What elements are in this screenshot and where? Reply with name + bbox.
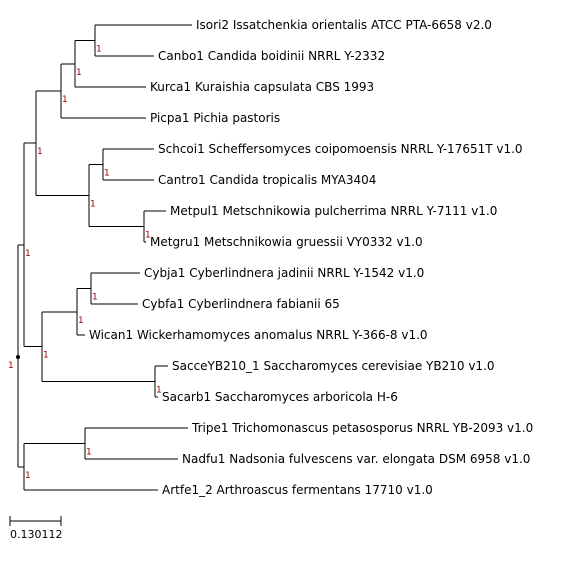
scale-bar-label: 0.130112	[10, 528, 63, 541]
tree-branches	[17, 24, 192, 491]
support-value-pichia-clade: 1	[62, 95, 68, 105]
support-values: 1 1 1 1 1 1 1 1 1 1 1 1 1 1 1	[8, 45, 162, 481]
leaf-label-tripe1: Tripe1 Trichomonascus petasosporus NRRL …	[191, 421, 533, 435]
support-value-metsch: 1	[145, 231, 151, 241]
support-value-root: 1	[8, 361, 14, 371]
leaf-labels: Isori2 Issatchenkia orientalis ATCC PTA-…	[89, 18, 533, 497]
support-value-sacch: 1	[156, 386, 162, 396]
support-value-cyber: 1	[92, 293, 98, 303]
support-value-left-clade: 1	[37, 147, 43, 157]
leaf-label-cybfa1: Cybfa1 Cyberlindnera fabianii 65	[142, 297, 340, 311]
leaf-label-artfe1: Artfe1_2 Arthroascus fermentans 17710 v1…	[162, 483, 433, 497]
leaf-label-cybja1: Cybja1 Cyberlindnera jadinii NRRL Y-1542…	[144, 266, 424, 280]
leaf-label-cantro1: Cantro1 Candida tropicalis MYA3404	[158, 173, 376, 187]
leaf-label-isori2: Isori2 Issatchenkia orientalis ATCC PTA-…	[196, 18, 492, 32]
leaf-label-sacarb1: Sacarb1 Saccharomyces arboricola H-6	[162, 390, 398, 404]
leaf-label-wican1: Wican1 Wickerhamomyces anomalus NRRL Y-3…	[89, 328, 428, 342]
leaf-label-kurca1: Kurca1 Kuraishia capsulata CBS 1993	[150, 80, 374, 94]
support-value-right-clade: 1	[43, 351, 49, 361]
support-value-kurca-group: 1	[76, 68, 82, 78]
support-value-outgroup: 1	[25, 471, 31, 481]
support-value-tripe-nadfu: 1	[86, 448, 92, 458]
leaf-label-metpul1: Metpul1 Metschnikowia pulcherrima NRRL Y…	[170, 204, 497, 218]
support-value-main: 1	[25, 249, 31, 259]
leaf-label-metgru1: Metgru1 Metschnikowia gruessii VY0332 v1…	[150, 235, 423, 249]
support-value-wicker-group: 1	[78, 316, 84, 326]
root-node-dot	[16, 355, 20, 359]
leaf-label-saccey: SacceYB210_1 Saccharomyces cerevisiae YB…	[172, 359, 495, 373]
support-value-schco-cantro: 1	[104, 169, 110, 179]
leaf-label-picpa1: Picpa1 Pichia pastoris	[150, 111, 280, 125]
leaf-label-nadfu1: Nadfu1 Nadsonia fulvescens var. elongata…	[182, 452, 530, 466]
support-value-isori-canbo: 1	[96, 45, 102, 55]
leaf-label-canbo1: Canbo1 Candida boidinii NRRL Y-2332	[158, 49, 385, 63]
scale-bar: 0.130112	[9, 516, 63, 541]
support-value-cug-clade: 1	[90, 200, 96, 210]
leaf-label-schcoi1: Schcoi1 Scheffersomyces coipomoensis NRR…	[158, 142, 523, 156]
